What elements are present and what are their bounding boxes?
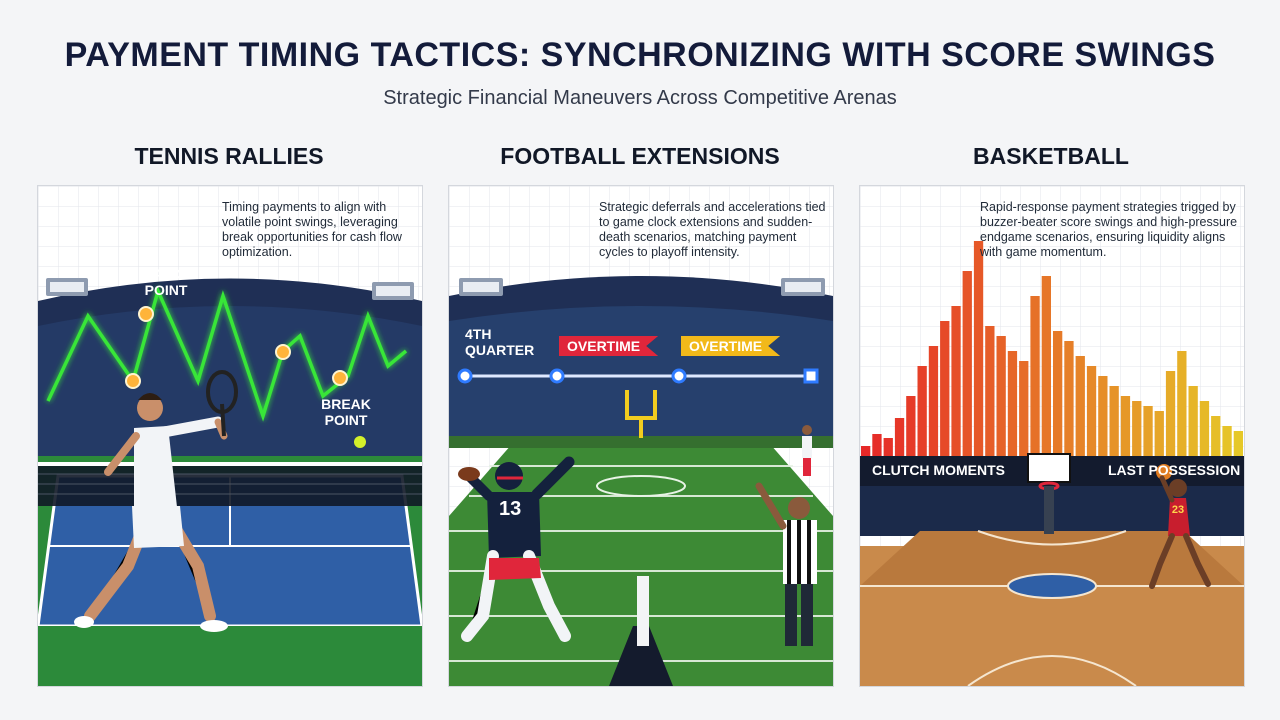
football-panel: Strategic deferrals and accelerations ti… [448, 185, 834, 687]
momentum-bar [928, 346, 939, 456]
momentum-bar [1064, 341, 1074, 456]
yard-marker [637, 576, 649, 646]
swing-marker [125, 373, 141, 389]
momentum-bar [1086, 366, 1097, 456]
basketball-hoop-icon [1027, 453, 1071, 534]
overtime-flag-2: OVERTIME [681, 336, 781, 356]
tennis-net [38, 464, 422, 506]
momentum-bar [1143, 406, 1153, 456]
momentum-bar [1188, 386, 1198, 456]
stadium-light-right [781, 278, 825, 296]
momentum-bar [1019, 361, 1029, 456]
clutch-moments-label: CLUTCH MOMENTS [872, 462, 1005, 478]
momentum-bar [1154, 411, 1164, 456]
qb-jersey-number: 13 [499, 498, 522, 520]
momentum-bar [1199, 401, 1210, 456]
momentum-bar [1053, 331, 1063, 456]
overtime-flag-1: OVERTIME [559, 336, 659, 356]
momentum-bar [985, 326, 995, 456]
timeline-node [457, 368, 473, 384]
momentum-bar [951, 306, 961, 456]
football-heading: FOOTBALL EXTENSIONS [500, 143, 780, 169]
basketball-description: Rapid-response payment strategies trigge… [980, 200, 1238, 259]
momentum-bars [861, 241, 1243, 456]
momentum-bar [1222, 426, 1232, 456]
basketball-player-icon [1149, 464, 1211, 589]
momentum-bar [1211, 416, 1221, 456]
football-field [449, 436, 833, 686]
momentum-bar [1007, 351, 1018, 456]
break-point-label: BREAK POINT [321, 396, 371, 428]
football-illustration [449, 186, 833, 686]
last-possession-label: LAST POSSESSION [1108, 462, 1241, 478]
momentum-bar [1075, 356, 1085, 456]
momentum-bar [962, 271, 972, 456]
momentum-bar [872, 434, 882, 456]
timeline-node [671, 368, 687, 384]
tennis-heading: TENNIS RALLIES [134, 143, 324, 169]
quarterback-icon [458, 456, 575, 642]
match-point-label: MATCH POINT [141, 266, 191, 298]
tennis-description: Timing payments to align with volatile p… [222, 200, 402, 259]
break-point-marker [332, 370, 348, 386]
timeline-node [549, 368, 565, 384]
momentum-bar [894, 418, 905, 456]
timeline-end [803, 368, 819, 384]
swing-marker [275, 344, 291, 360]
momentum-bar [861, 446, 871, 456]
distant-player-icon [802, 425, 812, 476]
basketball-icon [1156, 464, 1172, 480]
tennis-illustration [38, 186, 422, 686]
tennis-panel: Timing payments to align with volatile p… [37, 185, 423, 687]
stadium-light-left [459, 278, 503, 296]
momentum-bar [1177, 351, 1187, 456]
goal-post-icon [625, 390, 657, 438]
momentum-bar [1030, 296, 1040, 456]
tennis-ball-icon [354, 436, 366, 448]
football-icon [458, 467, 480, 481]
momentum-bar [1165, 371, 1176, 456]
momentum-bar [1120, 396, 1131, 456]
momentum-bar [917, 366, 927, 456]
momentum-bar [1109, 386, 1119, 456]
page-title: PAYMENT TIMING TACTICS: SYNCHRONIZING WI… [64, 36, 1216, 74]
momentum-bar [996, 336, 1006, 456]
football-description: Strategic deferrals and accelerations ti… [599, 200, 826, 259]
tennis-player-icon [74, 370, 238, 632]
momentum-bar [973, 241, 984, 456]
point-swing-line [46, 285, 408, 422]
momentum-bar [906, 396, 916, 456]
basketball-panel: Rapid-response payment strategies trigge… [859, 185, 1245, 687]
momentum-bar [1233, 431, 1243, 456]
momentum-bar [940, 321, 950, 456]
match-point-marker [138, 306, 154, 322]
momentum-bar [1041, 276, 1051, 456]
player-jersey-number: 23 [1171, 504, 1185, 516]
stadium-light-left [46, 278, 88, 296]
momentum-bar [1098, 376, 1108, 456]
page-subtitle: Strategic Financial Maneuvers Across Com… [383, 87, 897, 109]
basketball-heading: BASKETBALL [973, 143, 1129, 169]
basketball-illustration [860, 186, 1244, 686]
stadium-light-right [372, 282, 414, 300]
timeline-label-4th-quarter: 4TH QUARTER [465, 326, 535, 358]
referee-icon [755, 482, 817, 646]
momentum-bar [1132, 401, 1142, 456]
momentum-bar [883, 438, 893, 456]
